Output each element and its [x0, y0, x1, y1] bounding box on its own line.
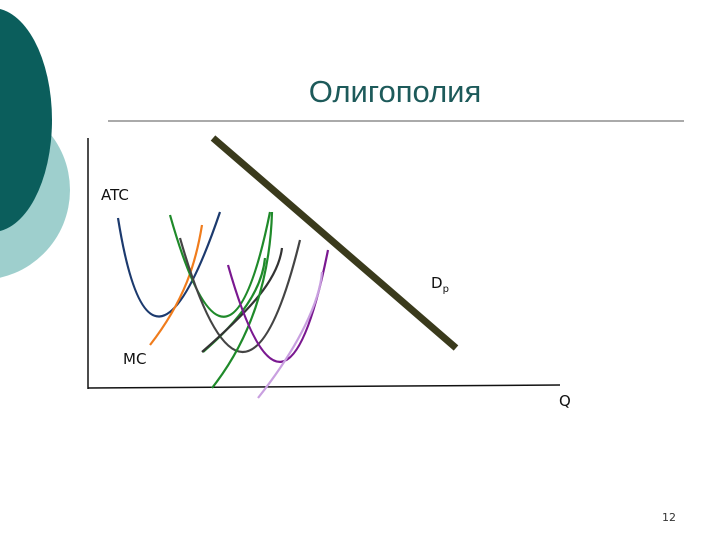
mc-label: MC: [123, 350, 146, 368]
page-number: 12: [662, 511, 676, 524]
slide-title: Олигополия: [309, 74, 482, 109]
atc-curve: [178, 237, 302, 353]
atc-label: ATC: [101, 186, 129, 204]
demand-label-main: D: [431, 274, 443, 292]
mc-curve: [257, 271, 324, 399]
mc-curve: [149, 224, 204, 346]
demand-label: Dp: [431, 274, 449, 295]
decor-circle-dark: [0, 9, 52, 231]
x-axis: [87, 384, 561, 389]
atc-curve: [116, 211, 222, 318]
mc-curve: [211, 211, 274, 389]
atc-curve: [168, 211, 272, 318]
q-label: Q: [559, 392, 571, 410]
demand-line: [210, 135, 459, 351]
demand-label-sub: p: [443, 284, 449, 295]
mc-curve: [201, 247, 284, 353]
